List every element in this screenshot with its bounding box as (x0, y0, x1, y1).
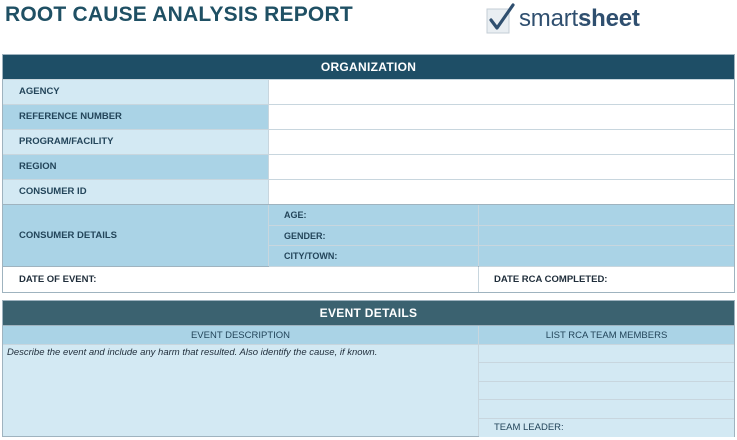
consumer-details-label: CONSUMER DETAILS (3, 205, 269, 266)
logo-wordmark: smartsheet (519, 5, 640, 33)
consumer-details-block: CONSUMER DETAILS AGE: GENDER: CITY/TOWN: (3, 204, 734, 267)
team-leader-field[interactable]: TEAM LEADER: (479, 418, 734, 437)
event-details-body: Describe the event and include any harm … (3, 344, 734, 437)
team-member-field[interactable] (479, 345, 734, 364)
gender-field[interactable] (479, 225, 734, 247)
reference-number-row: REFERENCE NUMBER (3, 104, 734, 129)
event-details-subheader: EVENT DESCRIPTION LIST RCA TEAM MEMBERS (3, 325, 734, 344)
consumer-details-fields: AGE: GENDER: CITY/TOWN: (269, 205, 479, 267)
program-facility-row: PROGRAM/FACILITY (3, 129, 734, 154)
event-description-field[interactable]: Describe the event and include any harm … (3, 345, 479, 436)
organization-table: ORGANIZATION AGENCY REFERENCE NUMBER PRO… (2, 54, 735, 293)
consumer-id-field[interactable] (269, 180, 734, 204)
age-label: AGE: (269, 205, 478, 226)
region-field[interactable] (269, 155, 734, 179)
team-members-list: TEAM LEADER: (479, 345, 734, 437)
agency-label: AGENCY (3, 80, 269, 104)
region-row: REGION (3, 154, 734, 179)
consumer-id-row: CONSUMER ID (3, 179, 734, 204)
event-details-header: EVENT DETAILS (3, 301, 734, 325)
program-facility-field[interactable] (269, 130, 734, 154)
event-description-header: EVENT DESCRIPTION (3, 326, 479, 344)
team-member-field[interactable] (479, 363, 734, 382)
dates-row: DATE OF EVENT: DATE RCA COMPLETED: (3, 266, 734, 292)
checkmark-icon (486, 3, 516, 35)
team-member-field[interactable] (479, 400, 734, 419)
logo-word-light: smart (519, 5, 579, 32)
gender-label: GENDER: (269, 225, 478, 247)
organization-header: ORGANIZATION (3, 55, 734, 79)
agency-row: AGENCY (3, 79, 734, 104)
reference-number-label: REFERENCE NUMBER (3, 105, 269, 129)
reference-number-field[interactable] (269, 105, 734, 129)
page-title: ROOT CAUSE ANALYSIS REPORT (5, 3, 353, 26)
region-label: REGION (3, 155, 269, 179)
program-facility-label: PROGRAM/FACILITY (3, 130, 269, 154)
date-rca-completed-field[interactable]: DATE RCA COMPLETED: (494, 274, 608, 285)
smartsheet-logo: smartsheet (486, 2, 640, 36)
city-town-label: CITY/TOWN: (269, 246, 478, 267)
city-town-field[interactable] (479, 246, 734, 267)
consumer-details-values (479, 205, 734, 267)
event-details-table: EVENT DETAILS EVENT DESCRIPTION LIST RCA… (2, 300, 735, 437)
team-member-field[interactable] (479, 381, 734, 401)
logo-word-bold: sheet (578, 5, 640, 32)
age-field[interactable] (479, 205, 734, 226)
agency-field[interactable] (269, 80, 734, 104)
date-of-event-field[interactable]: DATE OF EVENT: (3, 267, 479, 292)
consumer-id-label: CONSUMER ID (3, 180, 269, 204)
rca-team-members-header: LIST RCA TEAM MEMBERS (479, 326, 734, 344)
